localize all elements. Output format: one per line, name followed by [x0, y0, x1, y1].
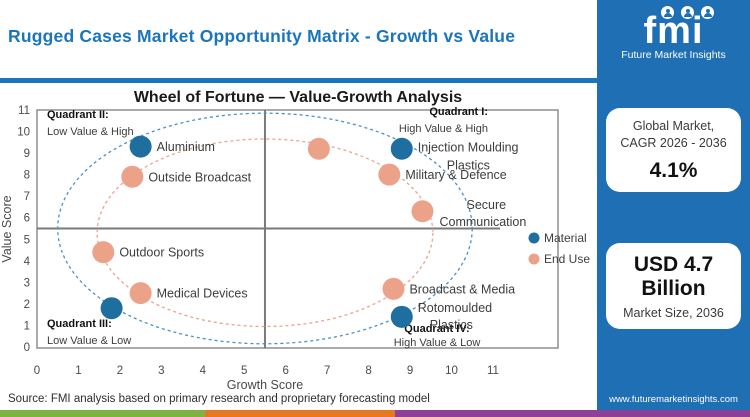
legend-label-end-use: End Use — [544, 252, 590, 266]
header-divider — [0, 78, 597, 83]
market-size-caption: Market Size, 2036 — [623, 306, 724, 320]
point-label-rotomoulded-plastics-line1: Rotomoulded — [418, 301, 492, 315]
logo-caption: Future Market Insights — [621, 49, 726, 61]
person-icon — [661, 6, 674, 19]
bar-segment-orange — [205, 410, 395, 417]
data-point-outside-broadcast — [121, 165, 144, 188]
quadrant-II-title: Quadrant II: — [47, 109, 109, 121]
data-point-injection-moulding-plastics — [390, 137, 413, 160]
logo-wordmark: fmi — [643, 10, 704, 52]
legend-swatch-material — [528, 232, 540, 244]
y-tick-2: 2 — [24, 299, 30, 311]
y-tick-8: 8 — [24, 170, 30, 182]
bar-segment-green — [0, 410, 205, 417]
x-tick-6: 6 — [282, 365, 288, 377]
quadrant-II-desc: Low Value & High — [47, 126, 134, 138]
data-point-rotomoulded-plastics — [390, 305, 413, 328]
x-axis-label: Growth Score — [227, 378, 303, 392]
y-axis-label: Value Score — [0, 195, 14, 262]
y-tick-7: 7 — [24, 191, 30, 203]
cagr-value: 4.1% — [649, 159, 698, 182]
cagr-label-line1: Global Market, — [632, 119, 715, 133]
x-tick-9: 9 — [407, 365, 413, 377]
header: Rugged Cases Market Opportunity Matrix -… — [0, 0, 597, 78]
point-label-outside-broadcast: Outside Broadcast — [148, 170, 251, 184]
x-tick-11: 11 — [487, 365, 499, 377]
wheel-of-fortune-chart: Wheel of Fortune — Value-Growth Analysis… — [0, 89, 590, 392]
y-tick-4: 4 — [24, 256, 31, 268]
bar-segment-purple — [395, 410, 750, 417]
x-tick-7: 7 — [324, 365, 330, 377]
y-tick-5: 5 — [24, 234, 30, 246]
person-icon — [701, 6, 714, 19]
y-tick-6: 6 — [24, 213, 30, 225]
cagr-label-line2: CAGR 2026 - 2036 — [620, 136, 727, 150]
quadrant-IV-title: Quadrant IV: — [404, 323, 469, 335]
logo-people-icons — [625, 6, 750, 19]
point-label-aluminium: Aluminium — [157, 140, 215, 154]
market-size-value-line2: Billion — [641, 277, 706, 300]
y-tick-1: 1 — [24, 320, 30, 332]
x-tick-10: 10 — [445, 365, 458, 377]
data-point-secure-communication — [411, 200, 434, 223]
point-label-injection-moulding-plastics-line2: Plastics — [447, 159, 490, 173]
market-size-value-line1: USD 4.7 — [633, 253, 714, 276]
point-label-secure-communication-line1: Secure — [466, 198, 506, 212]
wheel-ellipse-end-use — [96, 138, 434, 328]
source-note: Source: FMI analysis based on primary re… — [8, 393, 430, 405]
y-tick-11: 11 — [18, 105, 30, 117]
x-tick-5: 5 — [241, 365, 247, 377]
fmi-logo: fmi Future Market Insights — [597, 6, 750, 61]
legend-label-material: Material — [544, 231, 587, 245]
point-label-secure-communication-line2: Communication — [439, 215, 526, 229]
chart-title: Wheel of Fortune — Value-Growth Analysis — [134, 89, 462, 106]
x-tick-0: 0 — [34, 365, 40, 377]
data-point-aluminium — [129, 135, 152, 158]
point-label-rotomoulded-plastics-line2: Plastics — [430, 318, 473, 332]
x-tick-1: 1 — [75, 365, 81, 377]
quadrant-IV-desc: High Value & Low — [394, 337, 481, 349]
data-point-outdoor-sports — [92, 241, 115, 264]
cagr-info-box: Global Market, CAGR 2026 - 2036 4.1% — [606, 108, 741, 192]
quadrant-III-desc: Low Value & Low — [47, 335, 131, 347]
x-tick-8: 8 — [365, 365, 371, 377]
brand-color-bar — [0, 410, 750, 417]
market-size-info-box: USD 4.7 Billion Market Size, 2036 — [606, 243, 741, 329]
page-title: Rugged Cases Market Opportunity Matrix -… — [8, 26, 516, 46]
point-label-military-defence: Military & Defence — [405, 168, 506, 182]
y-tick-0: 0 — [24, 342, 30, 354]
data-point-military-defence — [378, 163, 401, 186]
point-label-outdoor-sports: Outdoor Sports — [119, 246, 204, 260]
x-tick-2: 2 — [117, 365, 123, 377]
wheel-ellipse-material — [57, 112, 473, 345]
x-tick-3: 3 — [158, 365, 164, 377]
y-tick-10: 10 — [17, 127, 30, 139]
point-label-injection-moulding-plastics-line1: Injection Moulding — [418, 141, 519, 155]
point-label-broadcast-media: Broadcast & Media — [409, 282, 515, 296]
y-tick-3: 3 — [24, 277, 30, 289]
data-point-end-use-point-2 — [307, 137, 330, 160]
quadrant-I-desc: High Value & High — [399, 123, 488, 135]
website-url: www.futuremarketinsights.com — [609, 394, 738, 405]
legend-swatch-end-use — [528, 253, 540, 265]
sidebar: fmi Future Market Insights Global Market… — [597, 0, 750, 417]
data-point-broadcast-media — [382, 277, 405, 300]
point-label-medical-devices: Medical Devices — [157, 287, 248, 301]
data-point-material-point-4 — [100, 297, 123, 320]
quadrant-I-title: Quadrant I: — [429, 106, 488, 118]
data-point-medical-devices — [129, 282, 152, 305]
person-icon — [681, 6, 694, 19]
quadrant-III-title: Quadrant III: — [47, 318, 112, 330]
x-tick-4: 4 — [200, 365, 207, 377]
y-tick-9: 9 — [24, 148, 30, 160]
